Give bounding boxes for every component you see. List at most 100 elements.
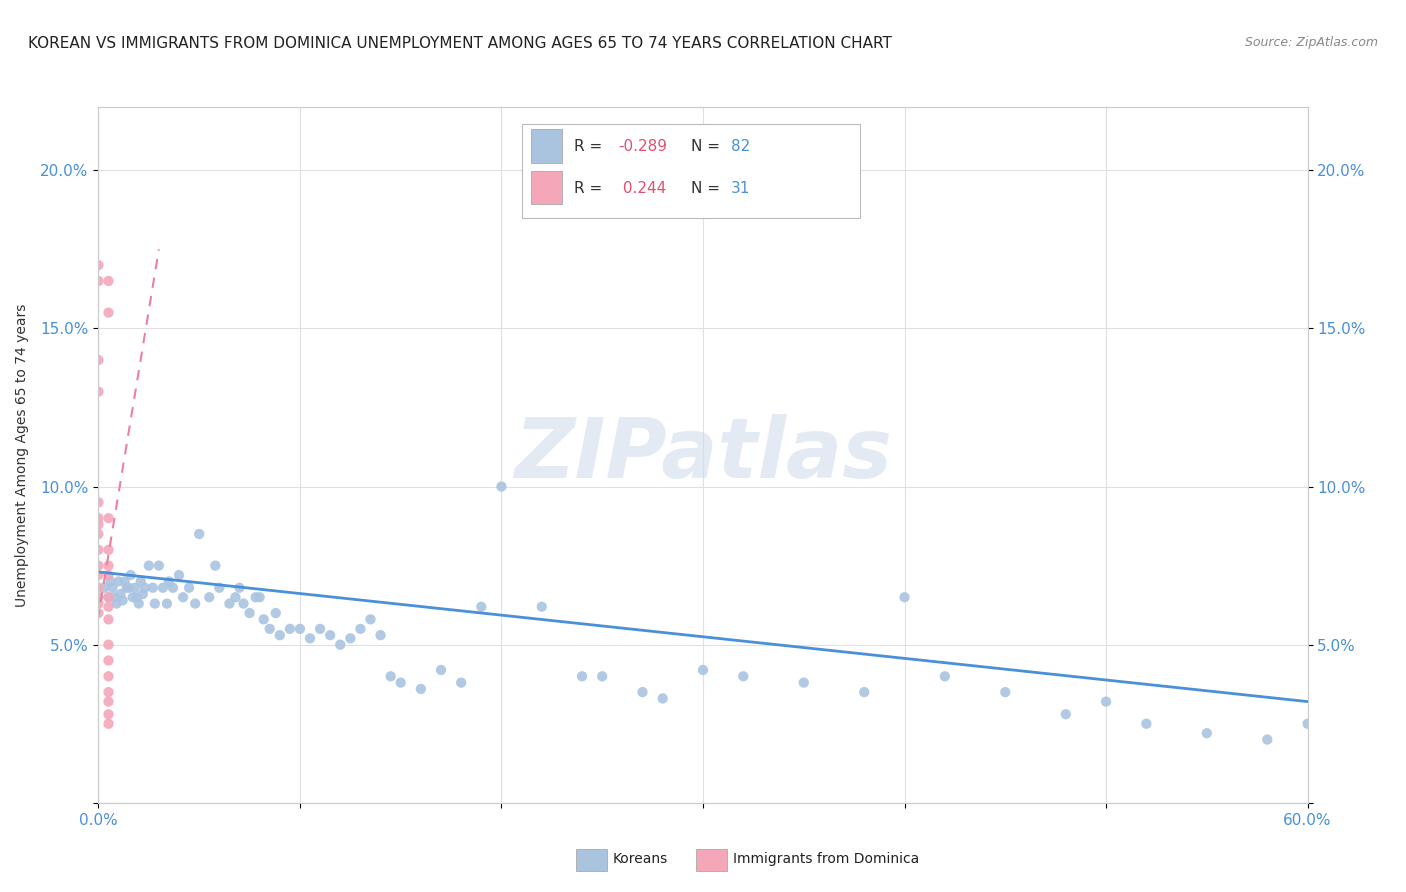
- Point: [793, 675, 815, 690]
- Point: [152, 581, 174, 595]
- Point: [450, 675, 472, 690]
- Point: [692, 663, 714, 677]
- Point: [853, 685, 876, 699]
- Point: [1095, 695, 1118, 709]
- Point: [409, 681, 432, 696]
- Point: [125, 591, 148, 605]
- Text: N =: N =: [690, 139, 724, 154]
- Point: [491, 479, 513, 493]
- Point: [97, 638, 120, 652]
- Point: [100, 574, 122, 589]
- Point: [269, 628, 291, 642]
- Point: [87, 353, 110, 368]
- Point: [349, 622, 371, 636]
- Point: [339, 632, 361, 646]
- Point: [1256, 732, 1278, 747]
- Point: [107, 574, 129, 589]
- Point: [232, 597, 254, 611]
- Point: [245, 591, 267, 605]
- Point: [157, 574, 180, 589]
- Point: [103, 591, 125, 605]
- Point: [97, 685, 120, 699]
- Point: [110, 587, 132, 601]
- Point: [249, 591, 271, 605]
- Text: Koreans: Koreans: [613, 852, 668, 866]
- Point: [172, 591, 194, 605]
- Text: R =: R =: [574, 181, 607, 196]
- Point: [87, 495, 110, 509]
- Point: [87, 606, 110, 620]
- Point: [129, 574, 152, 589]
- Point: [934, 669, 956, 683]
- Point: [114, 574, 136, 589]
- Point: [97, 591, 120, 605]
- Point: [134, 581, 156, 595]
- Point: [218, 597, 240, 611]
- Point: [121, 591, 143, 605]
- Point: [87, 517, 110, 532]
- FancyBboxPatch shape: [531, 171, 561, 204]
- Point: [179, 581, 201, 595]
- Point: [162, 581, 184, 595]
- Point: [184, 597, 207, 611]
- Point: [87, 558, 110, 573]
- Point: [87, 258, 110, 272]
- Text: 82: 82: [731, 139, 749, 154]
- Point: [128, 597, 150, 611]
- Point: [97, 695, 120, 709]
- Point: [87, 511, 110, 525]
- Text: KOREAN VS IMMIGRANTS FROM DOMINICA UNEMPLOYMENT AMONG AGES 65 TO 74 YEARS CORREL: KOREAN VS IMMIGRANTS FROM DOMINICA UNEMP…: [28, 36, 891, 51]
- Point: [118, 581, 141, 595]
- Point: [224, 591, 246, 605]
- FancyBboxPatch shape: [531, 129, 561, 162]
- Point: [97, 591, 120, 605]
- Point: [97, 511, 120, 525]
- Point: [97, 716, 120, 731]
- Point: [87, 384, 110, 399]
- Point: [651, 691, 673, 706]
- Point: [994, 685, 1017, 699]
- Point: [143, 597, 166, 611]
- Point: [288, 622, 311, 636]
- Point: [97, 599, 120, 614]
- FancyBboxPatch shape: [522, 124, 860, 219]
- Point: [97, 653, 120, 667]
- Point: [97, 274, 120, 288]
- Point: [97, 305, 120, 319]
- Point: [370, 628, 392, 642]
- Text: -0.289: -0.289: [619, 139, 668, 154]
- Point: [142, 581, 165, 595]
- Point: [156, 597, 179, 611]
- Point: [97, 707, 120, 722]
- Point: [97, 612, 120, 626]
- Point: [1296, 716, 1319, 731]
- Point: [239, 606, 262, 620]
- Point: [111, 593, 134, 607]
- Point: [299, 632, 322, 646]
- Point: [430, 663, 453, 677]
- Text: 0.244: 0.244: [619, 181, 666, 196]
- Point: [208, 581, 231, 595]
- Point: [259, 622, 281, 636]
- Text: R =: R =: [574, 139, 607, 154]
- Point: [93, 581, 115, 595]
- Text: Source: ZipAtlas.com: Source: ZipAtlas.com: [1244, 36, 1378, 49]
- Point: [591, 669, 613, 683]
- Point: [138, 558, 160, 573]
- Point: [115, 581, 138, 595]
- Point: [253, 612, 276, 626]
- Point: [278, 622, 301, 636]
- Point: [87, 542, 110, 557]
- Point: [120, 568, 142, 582]
- Point: [97, 669, 120, 683]
- Point: [87, 274, 110, 288]
- Point: [124, 581, 146, 595]
- Point: [188, 527, 211, 541]
- Point: [360, 612, 382, 626]
- Point: [893, 591, 915, 605]
- Point: [1195, 726, 1218, 740]
- Text: ZIPatlas: ZIPatlas: [515, 415, 891, 495]
- Point: [198, 591, 221, 605]
- Point: [167, 568, 190, 582]
- Point: [1135, 716, 1157, 731]
